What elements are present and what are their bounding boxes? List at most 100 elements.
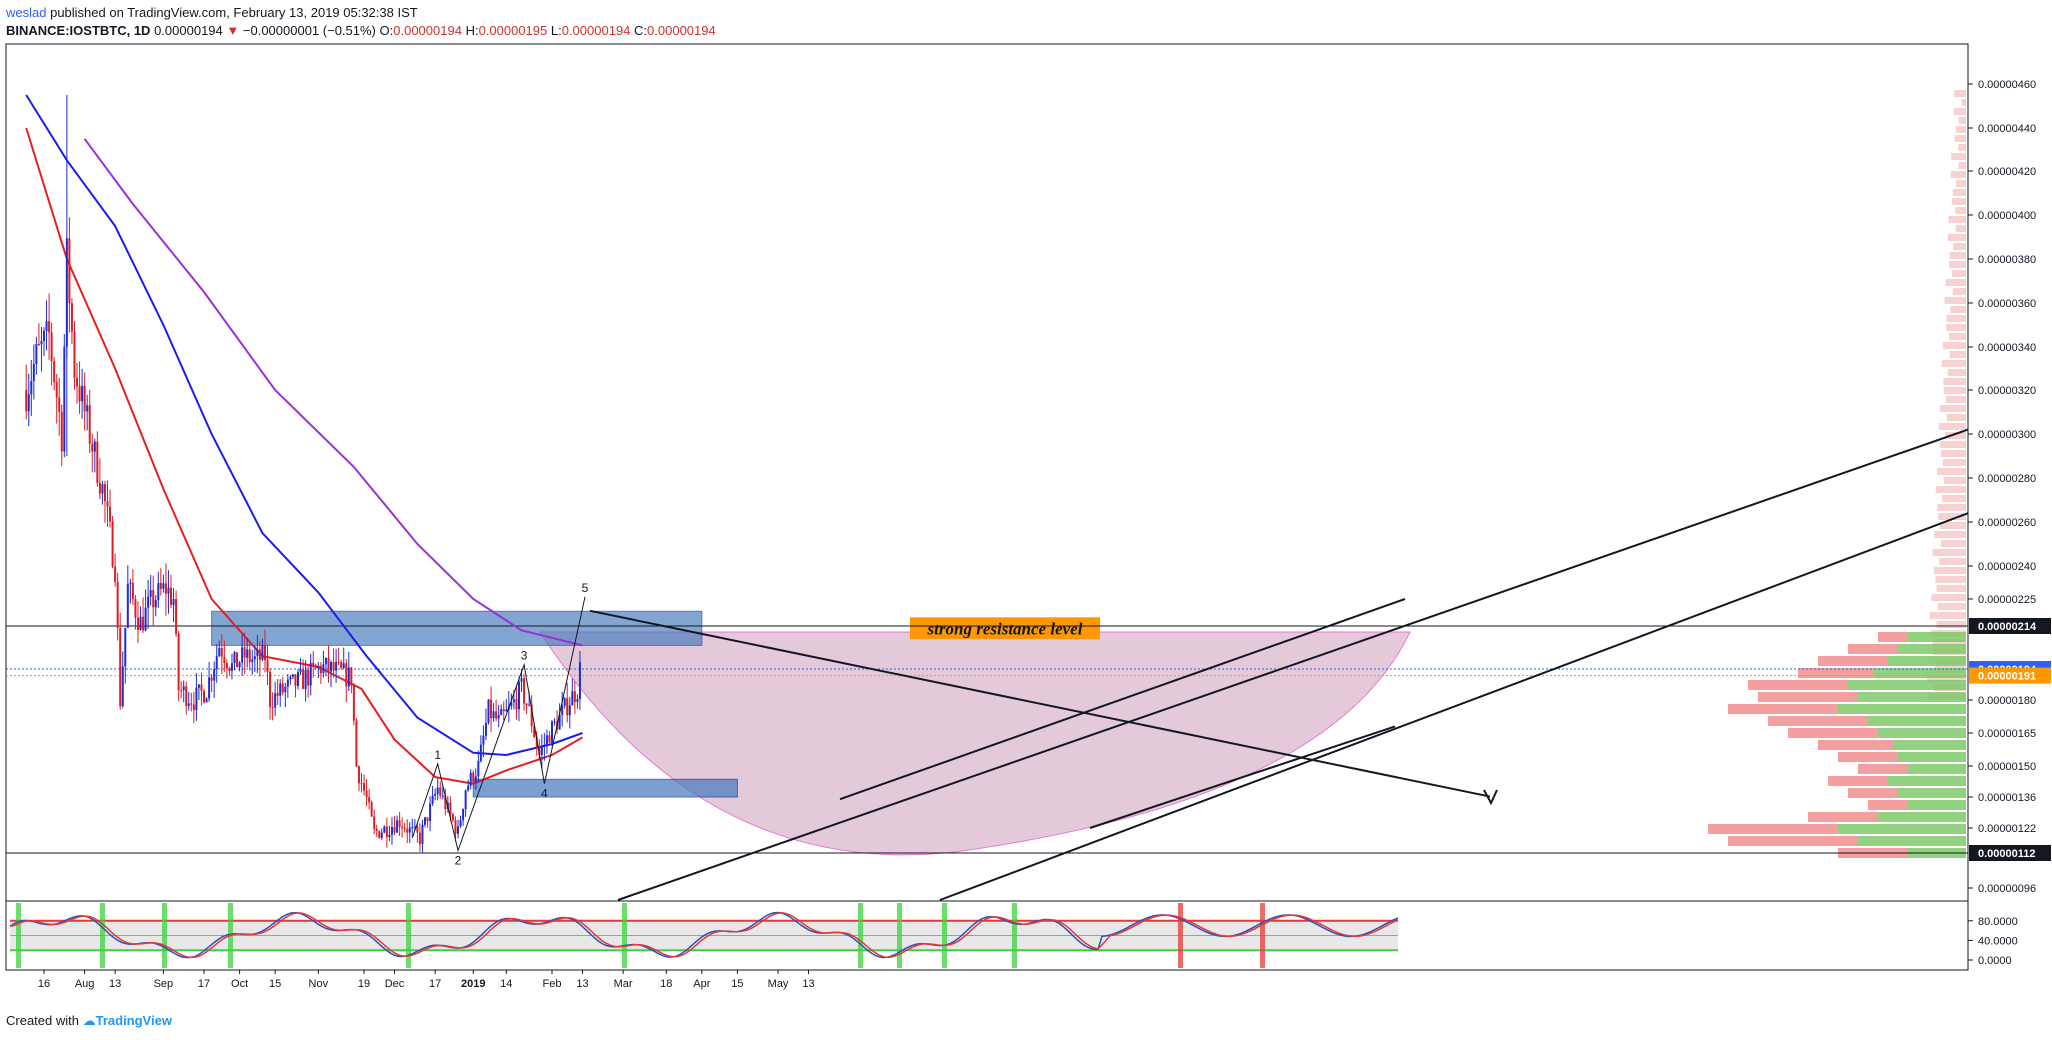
candle-body [474,776,477,783]
volume-profile-bar [1937,504,1966,511]
volume-profile-sell [1828,776,1888,786]
candle-body [258,649,261,660]
candle-body [170,587,172,605]
candle-body [370,802,373,817]
candle-body [45,321,48,331]
time-tick-label: Feb [543,978,562,990]
stochastic-overbought-marker [1178,903,1183,968]
channel-mid-line [939,512,1969,901]
candle-body [91,443,94,452]
stochastic-tick-label: 80.0000 [1978,916,2018,928]
close-value: 0.00000194 [647,23,716,38]
volume-profile-sell [1768,716,1868,726]
price-tag-box [1969,667,2051,684]
candle-body [566,698,569,716]
volume-profile-sell [1798,668,1873,678]
volume-profile-bar [1940,450,1966,457]
candle-body [124,627,127,667]
time-tick-label: 13 [109,978,121,990]
candle-body [93,441,96,452]
volume-profile-sell [1858,764,1908,774]
time-tick-label: 14 [500,978,512,990]
candle-body [393,826,396,833]
candle-body [396,820,399,833]
volume-profile-bar [1953,108,1966,115]
candle-body [197,684,200,688]
candle-body [177,633,180,691]
volume-profile-buy [1878,812,1966,822]
volume-profile-bar [1939,558,1966,565]
candle-body [225,662,228,668]
candle-body [106,501,109,507]
candle-body [406,828,409,833]
volume-profile-bar [1934,531,1966,538]
volume-profile-sell [1878,632,1908,642]
tradingview-brand[interactable]: TradingView [95,1013,172,1028]
candle-body [319,665,322,674]
candle-body [248,649,251,663]
projection-arrow-head-icon [1483,789,1498,806]
time-tick-label: 17 [198,978,210,990]
volume-profile-sell [1708,824,1838,834]
candle-body [530,704,533,727]
candle-body [111,521,114,567]
volume-profile-bar [1945,279,1966,286]
candle-body [269,671,272,707]
volume-profile-bar [1947,369,1966,376]
candle-body [424,817,426,825]
volume-profile-bar [1961,99,1966,106]
volume-profile-bar [1940,441,1966,448]
volume-profile-bar [1932,549,1966,556]
volume-profile [1708,90,1966,858]
symbol-name[interactable]: BINANCE:IOSTBTC, 1D [6,23,151,38]
candle-body [73,331,76,378]
candle-body [523,678,526,704]
candle-body [172,599,175,605]
candle-body [208,677,211,699]
price-tag-label: 0.00000214 [1978,621,2037,633]
candle-body [195,687,198,711]
open-value: 0.00000194 [393,23,462,38]
volume-profile-sell [1838,752,1898,762]
candle-body [203,690,206,703]
candle-body [40,340,43,345]
created-with-text: Created with [6,1013,79,1028]
stochastic-oversold-marker [406,903,411,968]
time-tick-label: 13 [576,978,588,990]
candle-body [154,599,157,608]
candle-body [543,744,546,747]
volume-profile-sell [1788,728,1878,738]
candle-body [294,674,297,686]
time-tick-label: 18 [660,978,672,990]
publisher-link[interactable]: weslad [6,5,47,20]
candle-body [261,644,264,660]
time-tick-label: 15 [269,978,281,990]
candle-body [363,783,366,791]
candle-body [299,669,302,673]
candle-body [281,683,284,693]
tradingview-logo-icon[interactable]: ☁ [82,1013,96,1028]
stochastic-oversold-marker [100,903,105,968]
stochastic-pane: 80.0000 40.0000 0.0000 [9,903,2018,968]
candle-body [561,705,564,715]
stochastic-tick-label: 40.0000 [1978,935,2018,947]
volume-profile-bar [1951,198,1966,205]
candle-body [571,691,574,706]
candle-body [246,649,249,658]
candle-body [533,726,536,737]
candle-body [182,686,185,691]
elliott-wave-path [411,596,586,853]
candle-body [68,238,71,304]
volume-profile-bar [1952,288,1966,295]
candle-body [109,506,112,522]
candle-body [304,669,307,689]
moving-average-line [25,127,583,785]
candle-body [350,667,353,686]
price-tick-label: 0.00000440 [1978,123,2036,135]
candle-body [540,746,543,755]
volume-profile-sell [1808,812,1878,822]
candle-body [317,665,320,669]
candle-body [297,672,299,686]
candle-body [426,817,429,822]
